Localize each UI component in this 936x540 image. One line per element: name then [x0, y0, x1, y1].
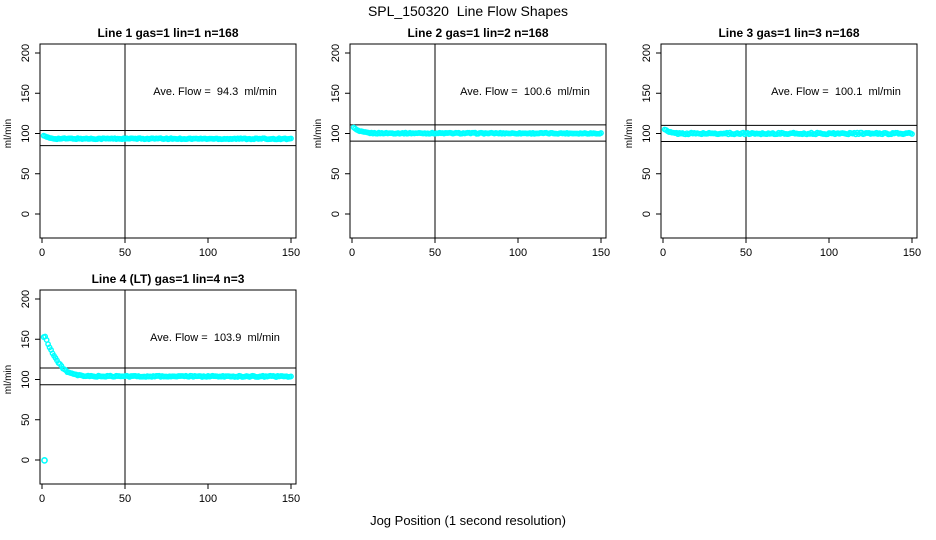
y-axis-label: ml/min	[624, 119, 635, 148]
figure-title: SPL_150320 Line Flow Shapes	[367, 3, 569, 19]
y-tick-label: 200	[641, 44, 653, 62]
y-axis-label: ml/min	[3, 365, 14, 394]
x-tick-label: 0	[39, 493, 45, 505]
panel-line1-annotation: Ave. Flow = 94.3 ml/min	[153, 86, 277, 98]
panel-line2-annotation: Ave. Flow = 100.6 ml/min	[460, 86, 590, 98]
panel-line2-plot: 0 50 100 150 0 50 100 150 200 ml/min	[313, 43, 610, 259]
y-tick-label: 100	[330, 124, 342, 142]
panel-line4: 0 50 100 150 0 50 100 150 200 ml/min Line 4 (LT) …	[0, 270, 312, 516]
panel-line4-title: Line 4 (LT) gas=1 lin=4 n=3	[91, 272, 245, 286]
x-axis-label: Jog Position (1 second resolution)	[370, 513, 566, 528]
x-tick-label: 100	[199, 247, 217, 259]
y-tick-label: 200	[20, 44, 32, 62]
x-tick-label: 150	[592, 247, 610, 259]
y-tick-label: 50	[20, 414, 32, 426]
y-tick-label: 100	[641, 124, 653, 142]
y-tick-label: 150	[641, 84, 653, 102]
y-axis-label: ml/min	[3, 119, 14, 148]
panel-line1: 0 50 100 150 0 50 100 150 200 ml/min Line 1 gas=1…	[0, 24, 312, 270]
x-tick-label: 100	[199, 493, 217, 505]
data-point	[288, 135, 294, 142]
panel-line1-plot: 0 50 100 150 0 50 100 150 200 ml/min	[3, 43, 300, 259]
x-tick-label: 150	[282, 493, 300, 505]
data-point	[909, 131, 915, 137]
y-tick-label: 150	[20, 84, 32, 102]
x-tick-label: 100	[820, 247, 838, 259]
y-tick-label: 100	[20, 124, 32, 142]
x-tick-label: 50	[740, 247, 752, 259]
y-tick-label: 200	[330, 44, 342, 62]
x-tick-label: 50	[119, 493, 131, 505]
plot-box	[39, 43, 297, 239]
x-tick-label: 150	[903, 247, 921, 259]
x-tick-label: 0	[39, 247, 45, 259]
y-tick-label: 0	[641, 211, 653, 217]
outlier-point	[41, 457, 48, 464]
x-tick-label: 0	[349, 247, 355, 259]
x-tick-label: 50	[429, 247, 441, 259]
y-tick-label: 0	[20, 211, 32, 217]
y-tick-label: 150	[20, 330, 32, 348]
panel-line3-plot: 0 50 100 150 0 50 100 150 200 ml/min	[624, 43, 921, 259]
panel-line1-title: Line 1 gas=1 lin=1 n=168	[97, 26, 239, 40]
panel-line4-annotation: Ave. Flow = 103.9 ml/min	[150, 332, 280, 344]
x-tick-label: 50	[119, 247, 131, 259]
plot-box	[39, 289, 297, 485]
y-axis-label: ml/min	[313, 119, 324, 148]
y-tick-label: 100	[20, 370, 32, 388]
panel-line4-plot: 0 50 100 150 0 50 100 150 200 ml/min	[3, 289, 300, 505]
panel-line3-title: Line 3 gas=1 lin=3 n=168	[718, 26, 860, 40]
y-tick-label: 50	[641, 168, 653, 180]
panel-line3: 0 50 100 150 0 50 100 150 200 ml/min Line 3 gas=1…	[621, 24, 933, 270]
data-point	[598, 130, 604, 136]
panel-line3-annotation: Ave. Flow = 100.1 ml/min	[771, 86, 901, 98]
y-tick-label: 150	[330, 84, 342, 102]
panel-line2-title: Line 2 gas=1 lin=2 n=168	[407, 26, 549, 40]
y-tick-label: 200	[20, 290, 32, 308]
y-tick-label: 0	[20, 457, 32, 463]
y-tick-label: 50	[330, 168, 342, 180]
data-point	[288, 373, 294, 380]
y-tick-label: 50	[20, 168, 32, 180]
panel-line2: 0 50 100 150 0 50 100 150 200 ml/min Line 2 gas=1…	[310, 24, 622, 270]
x-tick-label: 150	[282, 247, 300, 259]
x-tick-label: 100	[509, 247, 527, 259]
y-tick-label: 0	[330, 211, 342, 217]
x-tick-label: 0	[660, 247, 666, 259]
